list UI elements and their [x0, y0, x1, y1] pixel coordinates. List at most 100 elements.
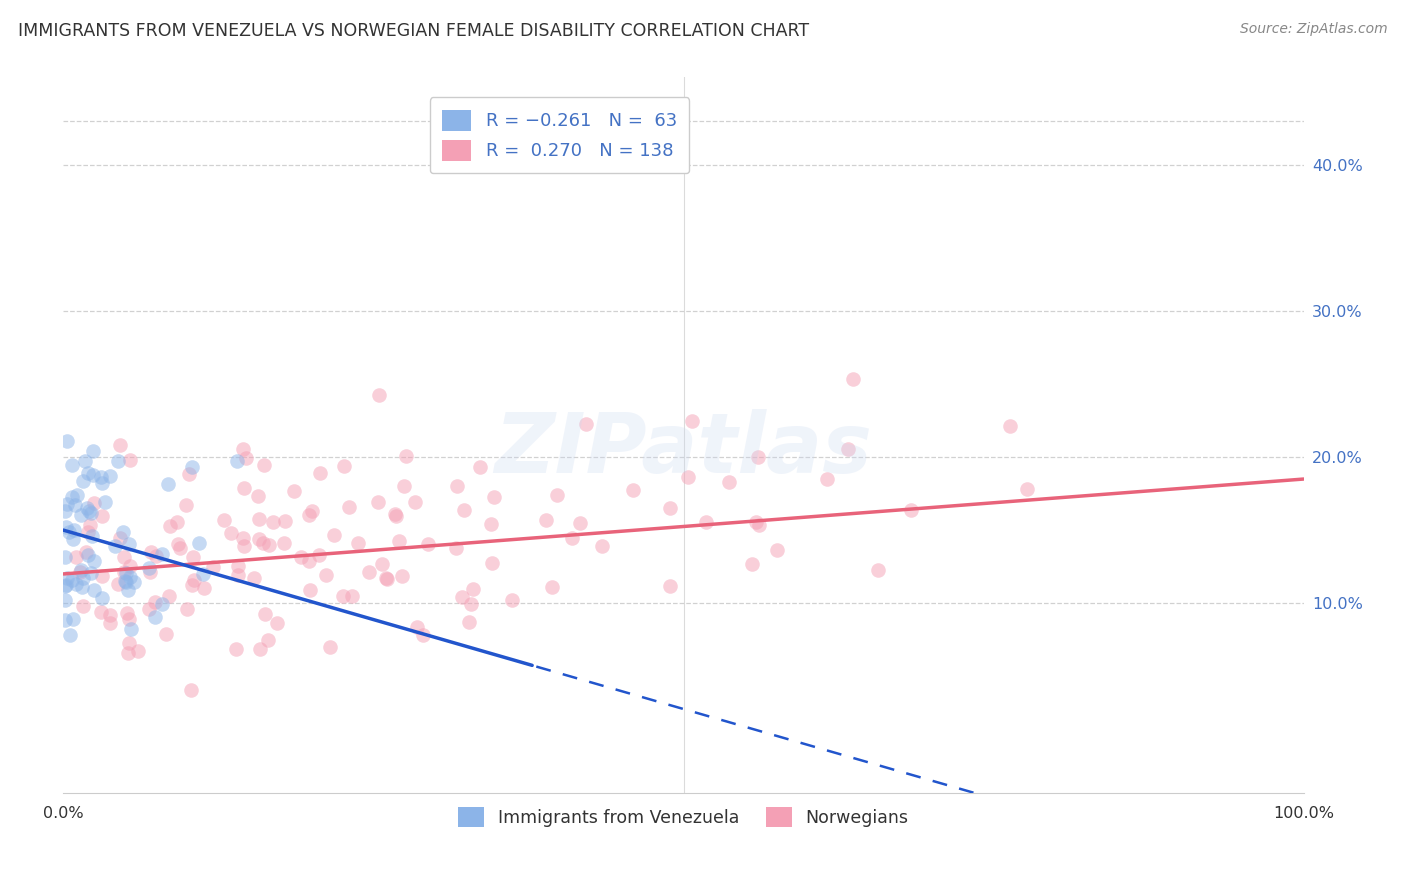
Point — [453, 502, 475, 516]
Point — [371, 557, 394, 571]
Legend: Immigrants from Venezuela, Norwegians: Immigrants from Venezuela, Norwegians — [451, 800, 915, 834]
Point — [484, 490, 506, 504]
Point — [446, 479, 468, 493]
Point — [118, 636, 141, 650]
Point — [247, 489, 270, 503]
Point — [114, 574, 136, 588]
Point — [868, 564, 890, 578]
Point — [53, 613, 76, 627]
Point — [569, 516, 592, 530]
Point — [53, 549, 76, 564]
Point — [70, 580, 93, 594]
Point — [112, 565, 135, 579]
Point — [98, 607, 121, 622]
Point — [77, 467, 100, 481]
Point — [53, 503, 76, 517]
Point — [59, 628, 82, 642]
Point — [235, 451, 257, 466]
Point — [188, 535, 211, 549]
Point — [90, 605, 112, 619]
Point — [591, 539, 613, 553]
Point — [536, 513, 558, 527]
Point — [384, 507, 406, 521]
Point — [76, 548, 98, 562]
Point — [157, 589, 180, 603]
Point — [191, 567, 214, 582]
Point — [90, 569, 112, 583]
Point — [394, 479, 416, 493]
Point — [108, 438, 131, 452]
Point — [232, 442, 254, 456]
Point — [659, 578, 682, 592]
Point — [127, 643, 149, 657]
Point — [745, 515, 768, 529]
Point — [575, 417, 598, 431]
Point — [98, 615, 121, 630]
Point — [226, 567, 249, 582]
Point — [141, 545, 163, 559]
Point — [166, 515, 188, 529]
Point — [138, 602, 160, 616]
Point — [387, 533, 409, 548]
Point — [225, 642, 247, 657]
Point — [226, 558, 249, 573]
Point — [145, 595, 167, 609]
Point — [150, 547, 173, 561]
Point — [319, 640, 342, 654]
Point — [623, 483, 645, 497]
Point — [63, 498, 86, 512]
Point — [262, 516, 284, 530]
Point — [766, 543, 789, 558]
Point — [159, 519, 181, 533]
Point — [249, 641, 271, 656]
Point — [308, 549, 330, 563]
Point — [83, 496, 105, 510]
Point — [107, 577, 129, 591]
Point — [77, 504, 100, 518]
Point — [298, 554, 321, 568]
Point — [444, 541, 467, 555]
Point — [412, 628, 434, 642]
Point — [90, 591, 112, 606]
Point — [461, 582, 484, 596]
Point — [457, 615, 479, 629]
Point — [273, 536, 295, 550]
Point — [107, 454, 129, 468]
Point — [252, 458, 274, 473]
Point — [212, 513, 235, 527]
Point — [257, 538, 280, 552]
Point — [91, 475, 114, 490]
Point — [118, 612, 141, 626]
Point — [332, 589, 354, 603]
Point — [150, 597, 173, 611]
Point — [181, 550, 204, 565]
Point — [58, 525, 80, 540]
Point — [308, 466, 330, 480]
Point — [65, 549, 87, 564]
Point — [290, 549, 312, 564]
Text: ZIPatlas: ZIPatlas — [495, 409, 873, 490]
Point — [226, 454, 249, 468]
Point — [167, 537, 190, 551]
Point — [72, 474, 94, 488]
Point — [298, 508, 321, 522]
Point — [233, 539, 256, 553]
Point — [55, 578, 77, 592]
Point — [82, 468, 104, 483]
Point — [69, 565, 91, 579]
Point — [391, 569, 413, 583]
Point — [418, 537, 440, 551]
Point — [1015, 482, 1038, 496]
Point — [60, 458, 83, 473]
Point — [460, 597, 482, 611]
Point — [120, 569, 142, 583]
Point — [180, 578, 202, 592]
Point — [377, 573, 399, 587]
Point — [73, 453, 96, 467]
Point — [79, 517, 101, 532]
Point — [82, 444, 104, 458]
Point — [501, 593, 523, 607]
Point — [323, 528, 346, 542]
Point — [56, 571, 79, 585]
Point — [405, 620, 427, 634]
